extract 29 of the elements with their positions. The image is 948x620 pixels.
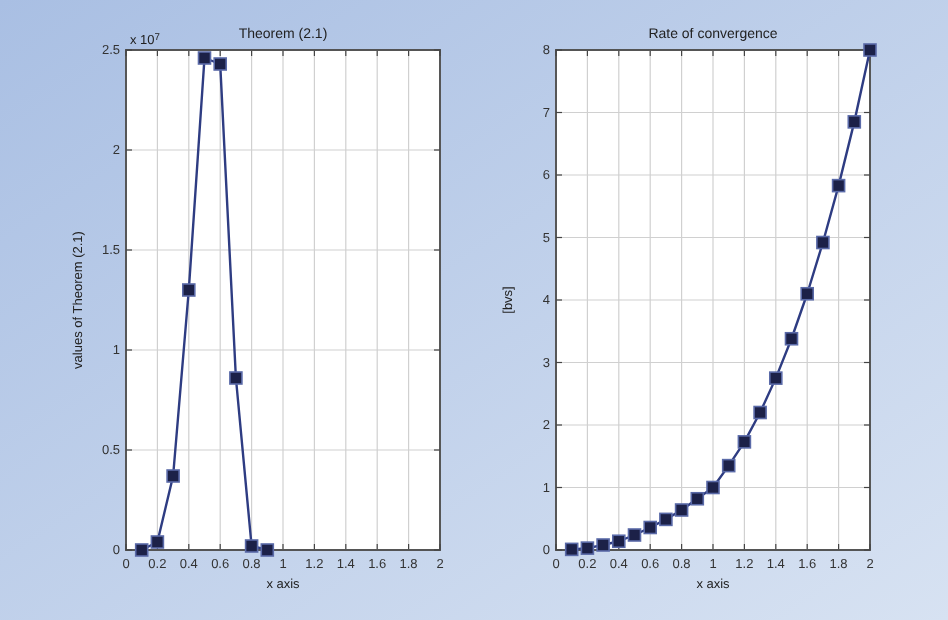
point bbox=[580, 541, 595, 555]
point bbox=[213, 57, 227, 71]
point bbox=[612, 534, 626, 549]
point bbox=[721, 458, 736, 473]
point bbox=[659, 512, 673, 527]
point bbox=[564, 542, 579, 557]
point bbox=[769, 371, 783, 385]
point bbox=[197, 51, 212, 65]
point bbox=[847, 115, 862, 129]
point bbox=[800, 286, 814, 301]
point bbox=[737, 435, 752, 449]
point bbox=[182, 283, 196, 297]
point bbox=[674, 503, 689, 517]
point bbox=[784, 331, 799, 346]
point bbox=[643, 520, 657, 535]
point bbox=[244, 539, 259, 553]
point bbox=[753, 405, 767, 420]
point bbox=[150, 535, 165, 549]
point bbox=[627, 528, 642, 542]
point bbox=[134, 543, 149, 557]
point bbox=[229, 371, 243, 385]
point bbox=[260, 543, 275, 557]
point bbox=[831, 178, 846, 193]
point bbox=[690, 491, 705, 506]
point bbox=[816, 235, 830, 250]
point bbox=[596, 538, 610, 552]
point bbox=[863, 43, 877, 57]
point bbox=[166, 469, 180, 483]
point bbox=[706, 480, 720, 495]
